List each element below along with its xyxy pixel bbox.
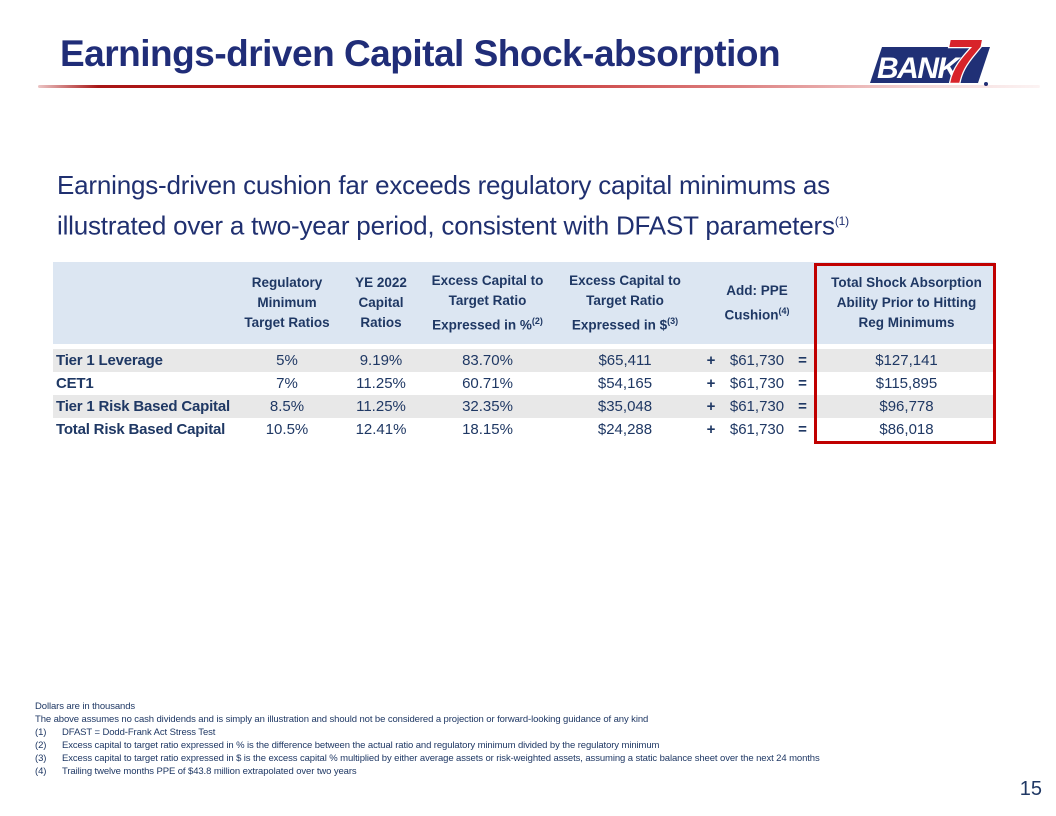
footnote-ref-4: (4) bbox=[778, 305, 790, 316]
header-plus-spacer bbox=[695, 262, 727, 344]
plus-operator: + bbox=[706, 421, 716, 438]
cell-ye2022: 11.25% bbox=[356, 375, 406, 392]
cell-ppe-cushion: $61,730 bbox=[729, 375, 785, 392]
cell-excess-usd: $35,048 bbox=[597, 398, 653, 415]
header-ye2022-capital: YE 2022 Capital Ratios bbox=[355, 275, 407, 330]
footnote-text: Excess capital to target ratio expressed… bbox=[62, 753, 820, 764]
cell-ppe-cushion: $61,730 bbox=[729, 398, 785, 415]
footnote-ref-1: (1) bbox=[834, 214, 849, 228]
cell-ye2022: 9.19% bbox=[359, 352, 403, 369]
cell-excess-usd: $24,288 bbox=[597, 421, 653, 438]
cell-reg-min: 7% bbox=[276, 375, 298, 392]
footnote-text: DFAST = Dodd-Frank Act Stress Test bbox=[62, 727, 216, 738]
subtitle-line-1: Earnings-driven cushion far exceeds regu… bbox=[57, 170, 830, 200]
cell-ye2022: 12.41% bbox=[355, 421, 407, 438]
equals-operator: = bbox=[798, 421, 807, 438]
row-label: Total Risk Based Capital bbox=[56, 421, 226, 438]
bank7-logo: BANK 7 bbox=[870, 34, 990, 86]
plus-operator: + bbox=[706, 398, 716, 415]
header-excess-capital-pct: Excess Capital to Target Ratio Expressed… bbox=[431, 272, 544, 333]
cell-excess-pct: 32.35% bbox=[462, 398, 513, 415]
cell-ppe-cushion: $61,730 bbox=[729, 421, 785, 438]
slide-subtitle: Earnings-driven cushion far exceeds regu… bbox=[57, 167, 1007, 244]
row-label: Tier 1 Leverage bbox=[56, 352, 163, 369]
footnotes: Dollars are in thousands The above assum… bbox=[35, 700, 1025, 778]
footnote-text: Excess capital to target ratio expressed… bbox=[62, 740, 660, 751]
cell-total-shock: $86,018 bbox=[879, 421, 934, 438]
footnote-number: (1) bbox=[35, 727, 47, 738]
table-row-tier1-leverage: Tier 1 Leverage 5% 9.19% 83.70% $65,411 … bbox=[53, 349, 995, 372]
cell-total-shock: $96,778 bbox=[879, 398, 934, 415]
footnote-number: (4) bbox=[35, 766, 47, 777]
header-regulatory-minimum: Regulatory Minimum Target Ratios bbox=[244, 275, 330, 330]
header-equals-spacer bbox=[787, 262, 818, 344]
footnote-2: (2) Excess capital to target ratio expre… bbox=[35, 739, 1025, 752]
cell-excess-usd: $54,165 bbox=[597, 375, 653, 392]
table-header-row: Regulatory Minimum Target Ratios YE 2022… bbox=[53, 262, 995, 344]
capital-ratios-table: Regulatory Minimum Target Ratios YE 2022… bbox=[53, 262, 995, 441]
equals-operator: = bbox=[798, 398, 807, 415]
row-label: CET1 bbox=[56, 375, 94, 392]
row-label: Tier 1 Risk Based Capital bbox=[56, 398, 230, 415]
plus-operator: + bbox=[706, 375, 716, 392]
footnote-ref-2: (2) bbox=[531, 315, 543, 326]
logo-seven-numeral: 7 bbox=[945, 34, 982, 86]
footnote-dollars: Dollars are in thousands bbox=[35, 701, 136, 712]
equals-operator: = bbox=[798, 352, 807, 369]
title-underline-rule bbox=[38, 85, 1040, 88]
cell-reg-min: 5% bbox=[276, 352, 298, 369]
footnote-4: (4) Trailing twelve months PPE of $43.8 … bbox=[35, 765, 1025, 778]
footnote-3: (3) Excess capital to target ratio expre… bbox=[35, 752, 1025, 765]
footnote-ref-3: (3) bbox=[667, 315, 679, 326]
footnote-text: Trailing twelve months PPE of $43.8 mill… bbox=[62, 766, 357, 777]
page-number: 15 bbox=[1019, 778, 1042, 800]
footnote-number: (3) bbox=[35, 753, 47, 764]
footnote-1: (1) DFAST = Dodd-Frank Act Stress Test bbox=[35, 726, 1025, 739]
subtitle-line-2: illustrated over a two-year period, cons… bbox=[57, 210, 849, 241]
cell-ppe-cushion: $61,730 bbox=[729, 352, 785, 369]
cell-excess-pct: 18.15% bbox=[462, 421, 513, 438]
logo-bank-text: BANK bbox=[877, 52, 961, 85]
plus-operator: + bbox=[706, 352, 716, 369]
cell-reg-min: 10.5% bbox=[265, 421, 309, 438]
cell-total-shock: $115,895 bbox=[875, 375, 938, 392]
table-row-cet1: CET1 7% 11.25% 60.71% $54,165 + $61,730 … bbox=[53, 372, 995, 395]
header-total-shock-absorption: Total Shock Absorption Ability Prior to … bbox=[831, 275, 982, 330]
footnote-number: (2) bbox=[35, 740, 47, 751]
header-excess-capital-usd: Excess Capital to Target Ratio Expressed… bbox=[569, 272, 681, 333]
footnote-disclaimer: The above assumes no cash dividends and … bbox=[35, 714, 649, 725]
cell-excess-pct: 60.71% bbox=[462, 375, 513, 392]
cell-reg-min: 8.5% bbox=[269, 398, 305, 415]
cell-excess-usd: $65,411 bbox=[598, 352, 652, 369]
table-row-total-risk-based: Total Risk Based Capital 10.5% 12.41% 18… bbox=[53, 418, 995, 441]
cell-total-shock: $127,141 bbox=[875, 352, 938, 369]
header-ppe-cushion: Add: PPE Cushion(4) bbox=[724, 282, 790, 323]
equals-operator: = bbox=[798, 375, 807, 392]
cell-excess-pct: 83.70% bbox=[462, 352, 513, 369]
header-row-labels bbox=[53, 262, 232, 344]
table-row-tier1-risk-based: Tier 1 Risk Based Capital 8.5% 11.25% 32… bbox=[53, 395, 995, 418]
page-title: Earnings-driven Capital Shock-absorption bbox=[60, 33, 781, 74]
cell-ye2022: 11.25% bbox=[356, 398, 406, 415]
logo-parallelogram bbox=[870, 47, 990, 83]
